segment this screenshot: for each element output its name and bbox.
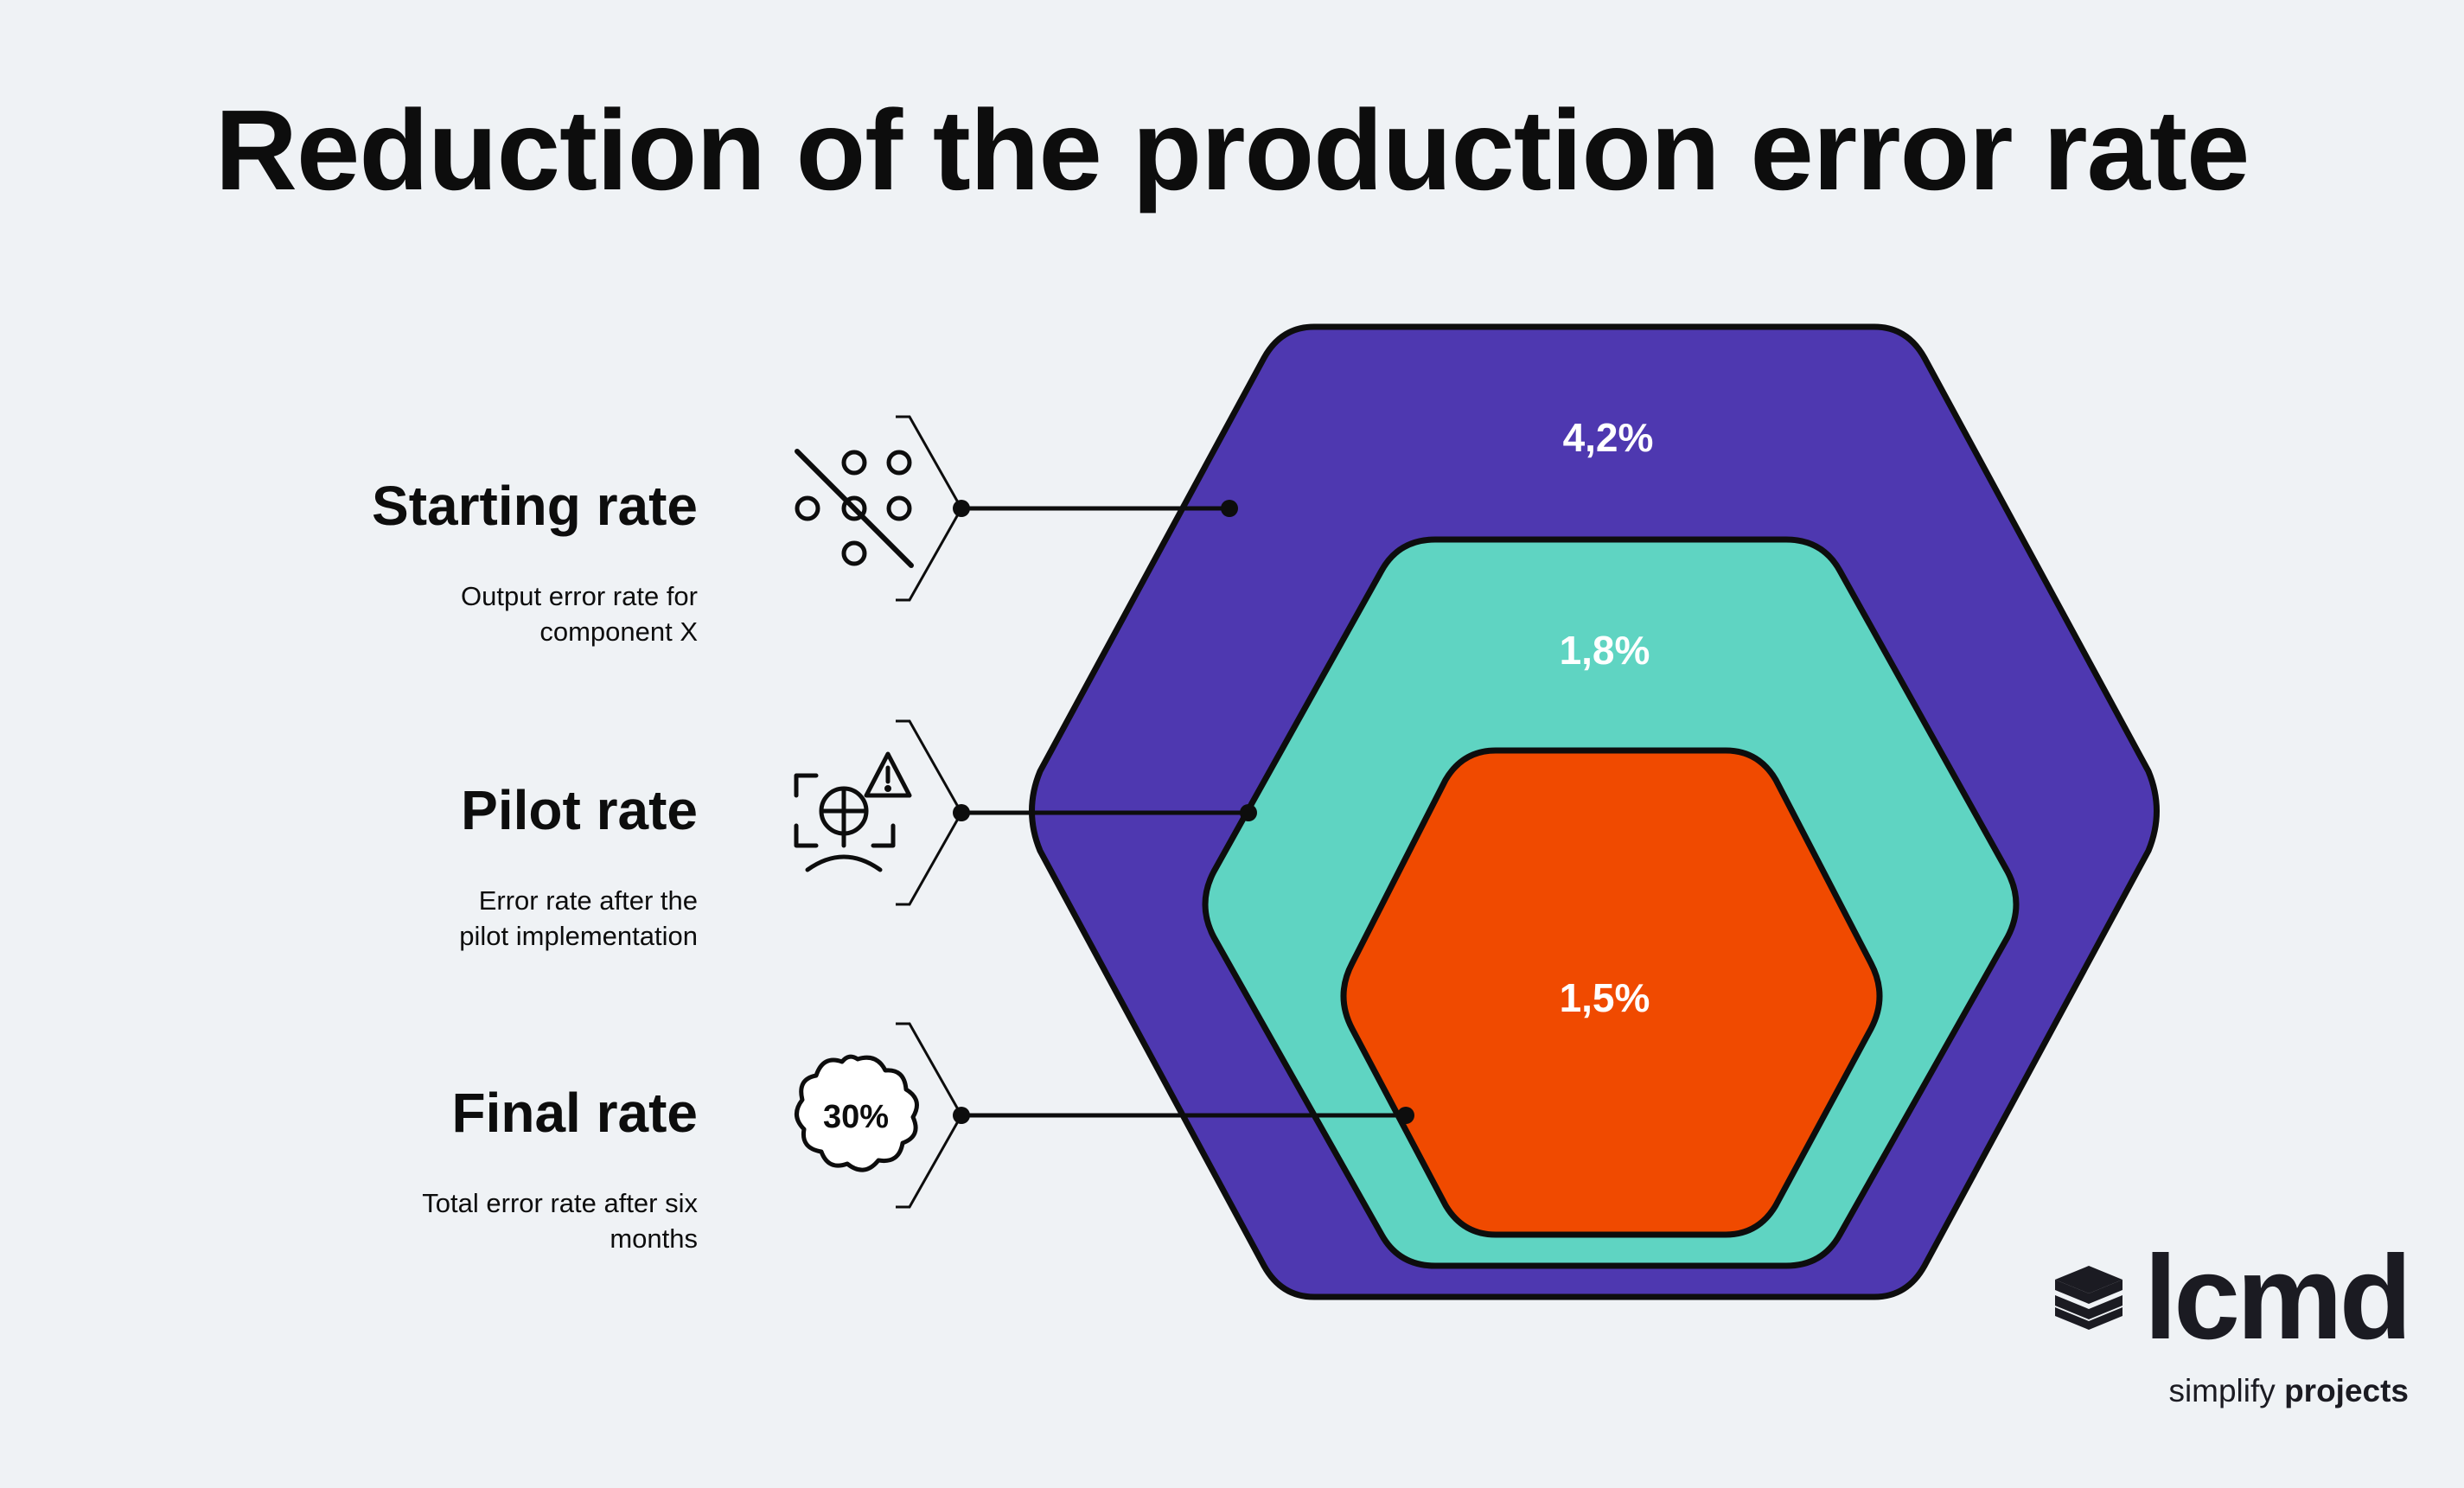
brand-name: lcmd	[2143, 1231, 2412, 1364]
starting-rate-description: Output error rate for component X	[461, 581, 698, 647]
final-rate-hexagon	[1340, 747, 1883, 1238]
starting-rate-label-group: Starting rate Output error rate for comp…	[6, 476, 698, 649]
final-rate-label-group: Final rate Total error rate after six mo…	[6, 1082, 698, 1256]
badge-30-percent-icon: 30%	[795, 1054, 919, 1172]
brand-tagline-bold: projects	[2284, 1373, 2409, 1408]
pilot-rate-label-group: Pilot rate Error rate after the pilot im…	[6, 780, 698, 954]
stacked-layers-icon	[2055, 1266, 2123, 1330]
brand-logo: lcmd simplify projects	[2020, 1231, 2412, 1409]
starting-rate-bracket	[896, 415, 963, 602]
pilot-rate-description: Error rate after the pilot implementatio…	[459, 885, 698, 951]
pilot-rate-title: Pilot rate	[461, 779, 698, 841]
final-rate-value: 1,5%	[1560, 975, 1650, 1020]
brand-tagline: simplify projects	[2020, 1373, 2409, 1409]
starting-rate-value: 4,2%	[1563, 415, 1654, 460]
page-title: Reduction of the production error rate	[214, 86, 2250, 214]
final-rate-description: Total error rate after six months	[422, 1188, 698, 1254]
pilot-rate-bracket	[896, 719, 963, 906]
starting-rate-title: Starting rate	[372, 475, 698, 537]
pie-warning-face-icon	[794, 751, 912, 872]
pilot-rate-value: 1,8%	[1560, 628, 1650, 673]
pilot-rate-connector	[953, 804, 1257, 821]
starting-rate-connector	[953, 500, 1238, 517]
percent-dots-icon	[795, 449, 914, 568]
final-rate-connector	[953, 1107, 1414, 1124]
badge-30-percent-text: 30%	[823, 1099, 889, 1135]
final-rate-title: Final rate	[451, 1082, 698, 1144]
brand-tagline-prefix: simplify	[2168, 1373, 2276, 1408]
